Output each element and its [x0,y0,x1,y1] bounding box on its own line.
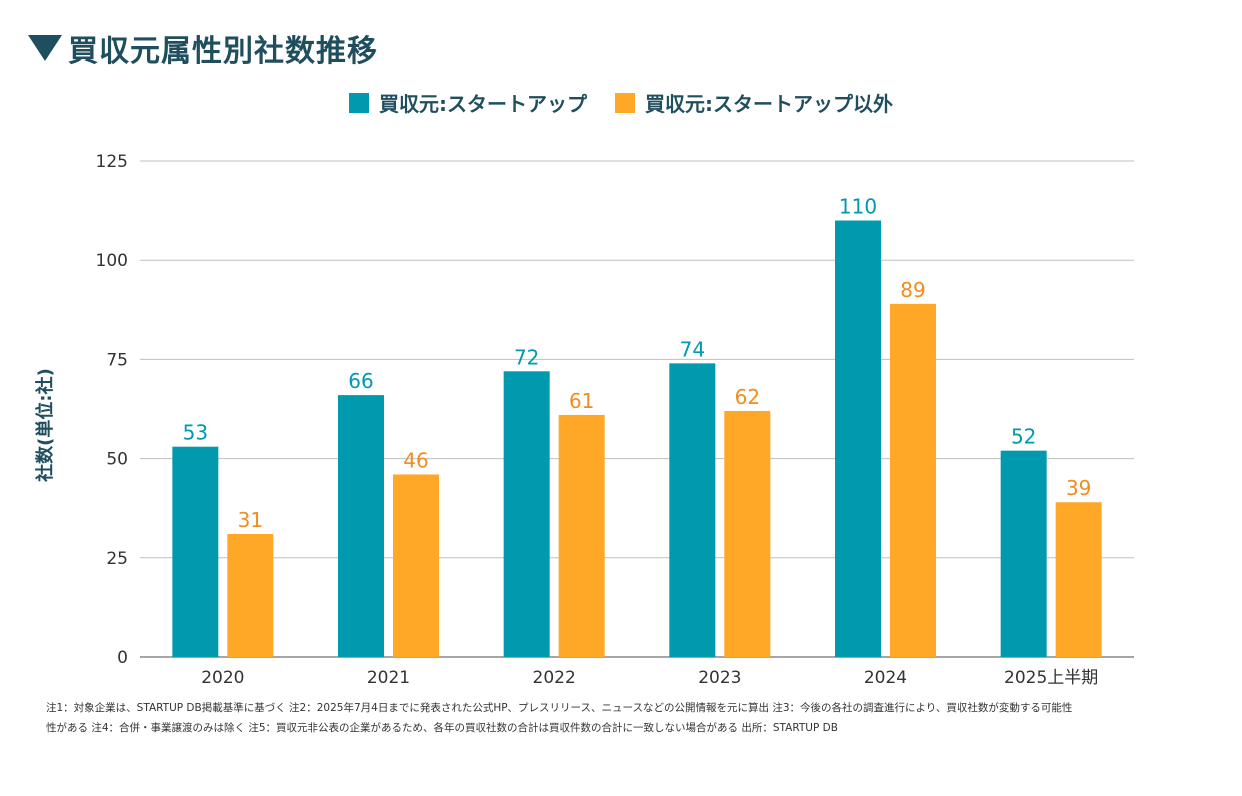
y-tick-label-125: 125 [96,152,128,172]
data-label-other-2022: 61 [569,389,594,413]
x-tick-label-2023: 2023 [698,668,741,688]
triangle-down-icon [28,35,62,61]
data-label-startup-2025上半期: 52 [1011,425,1036,449]
y-tick-label-100: 100 [96,251,128,271]
legend: 買収元:スタートアップ 買収元:スタートアップ以外 [0,88,1242,117]
data-label-other-2025上半期: 39 [1066,476,1091,500]
legend-swatch-other [615,92,635,113]
footnote-line-1: 注1：対象企業は、STARTUP DB掲載基準に基づく 注2：2025年7月4日… [46,702,1073,714]
bar-other-2020 [227,533,274,657]
data-label-other-2024: 89 [900,278,925,302]
bar-other-2025上半期 [1055,502,1102,657]
data-label-other-2020: 31 [238,508,263,532]
y-tick-label-75: 75 [106,350,128,370]
bar-startup-2021 [338,395,384,657]
bar-other-2023 [724,410,771,657]
legend-label-startup: 買収元:スタートアップ [379,92,587,116]
bar-other-2022 [558,414,605,657]
y-tick-label-25: 25 [106,549,128,569]
x-tick-label-2024: 2024 [864,668,907,688]
data-label-other-2023: 62 [735,385,760,409]
data-label-startup-2024: 110 [839,195,877,219]
legend-item-other: 買収元:スタートアップ以外 [615,88,893,117]
data-label-startup-2023: 74 [680,337,705,361]
y-tick-label-0: 0 [117,648,128,668]
chart-title-block: 買収元属性別社数推移 [28,26,378,70]
x-tick-label-2020: 2020 [201,668,244,688]
x-tick-label-2021: 2021 [367,668,410,688]
legend-swatch-startup [349,92,369,113]
bar-startup-2025上半期 [1000,450,1047,657]
bar-startup-2022 [503,371,550,657]
data-label-startup-2021: 66 [348,369,373,393]
data-label-startup-2020: 53 [183,421,208,445]
chart-title: 買収元属性別社数推移 [68,34,378,69]
bar-startup-2024 [835,220,881,657]
legend-item-startup: 買収元:スタートアップ [349,88,587,117]
footnotes: 注1：対象企業は、STARTUP DB掲載基準に基づく 注2：2025年7月4日… [46,698,1146,738]
footnote-line-2: 性がある 注4：合併・事業譲渡のみは除く 注5：買収元非公表の企業があるため、各… [46,722,838,734]
bar-startup-2020 [172,446,219,657]
x-tick-label-2022: 2022 [533,668,576,688]
y-tick-label-50: 50 [106,450,128,470]
x-tick-label-2025上半期: 2025上半期 [1004,668,1098,688]
legend-label-other: 買収元:スタートアップ以外 [645,92,893,116]
data-label-other-2021: 46 [403,448,428,472]
bar-other-2021 [393,474,439,657]
data-label-startup-2022: 72 [514,345,539,369]
bar-other-2024 [890,303,936,657]
bar-startup-2023 [669,363,716,657]
